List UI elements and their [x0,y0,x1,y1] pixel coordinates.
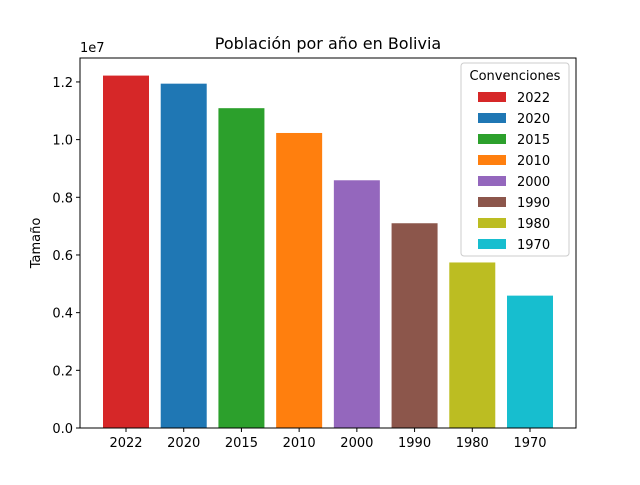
bar-1990 [391,223,438,428]
bar-2020 [160,83,207,428]
y-tick-label: 0.4 [52,307,73,322]
legend-label: 2010 [517,154,550,169]
y-tick-label: 1.0 [52,134,73,149]
legend-label: 1980 [517,217,550,232]
legend-title: Convenciones [470,69,561,84]
y-tick-label: 0.8 [52,191,73,206]
bar-2022 [103,75,149,428]
x-tick-label: 1970 [513,436,546,451]
y-tick-label: 0.0 [52,422,73,437]
x-tick-label: 1980 [456,436,489,451]
x-tick-label: 2000 [340,436,373,451]
legend-swatch-1980 [478,218,506,228]
legend-swatch-1990 [478,197,506,207]
legend-swatch-2000 [478,176,506,186]
y-axis-label: Tamaño [29,218,44,270]
legend-swatch-2015 [478,134,506,144]
legend-swatch-1970 [478,239,506,249]
legend-label: 1970 [517,238,550,253]
legend-label: 2022 [517,91,550,106]
legend-label: 2000 [517,175,550,190]
bar-1980 [449,262,496,428]
legend-label: 1990 [517,196,550,211]
y-offset-label: 1e7 [80,41,105,56]
y-tick-label: 0.6 [52,249,73,264]
bars [103,75,553,429]
legend-label: 2020 [517,112,550,127]
bar-2000 [333,180,380,428]
legend-entries: 2022 2020 2015 2010 2000 1990 1980 1970 [478,91,550,253]
legend-swatch-2020 [478,113,506,123]
y-tick-label: 0.2 [52,364,73,379]
legend-swatch-2022 [478,92,506,102]
plot-frame [79,57,577,429]
legend-box [460,62,570,257]
y-tick-label: 1.2 [52,76,73,91]
x-tick-label: 1990 [398,436,431,451]
x-tick-label: 2015 [225,436,258,451]
legend-swatch-2010 [478,155,506,165]
y-axis-ticks: 0.0 0.2 0.4 0.6 0.8 1.0 1.2 [52,76,80,437]
legend-label: 2015 [517,133,550,148]
x-tick-label: 2010 [283,436,316,451]
chart-title: Población por año en Bolivia [215,34,441,53]
x-tick-label: 2022 [109,436,142,451]
bar-1970 [507,295,553,428]
bar-2010 [276,132,323,428]
x-tick-label: 2020 [167,436,200,451]
bar-2015 [218,108,265,429]
legend: Convenciones 2022 2020 2015 2010 2000 1990 198… [460,62,570,257]
x-axis-ticks: 2022 2020 2015 2010 2000 1990 1980 1970 [109,428,547,451]
